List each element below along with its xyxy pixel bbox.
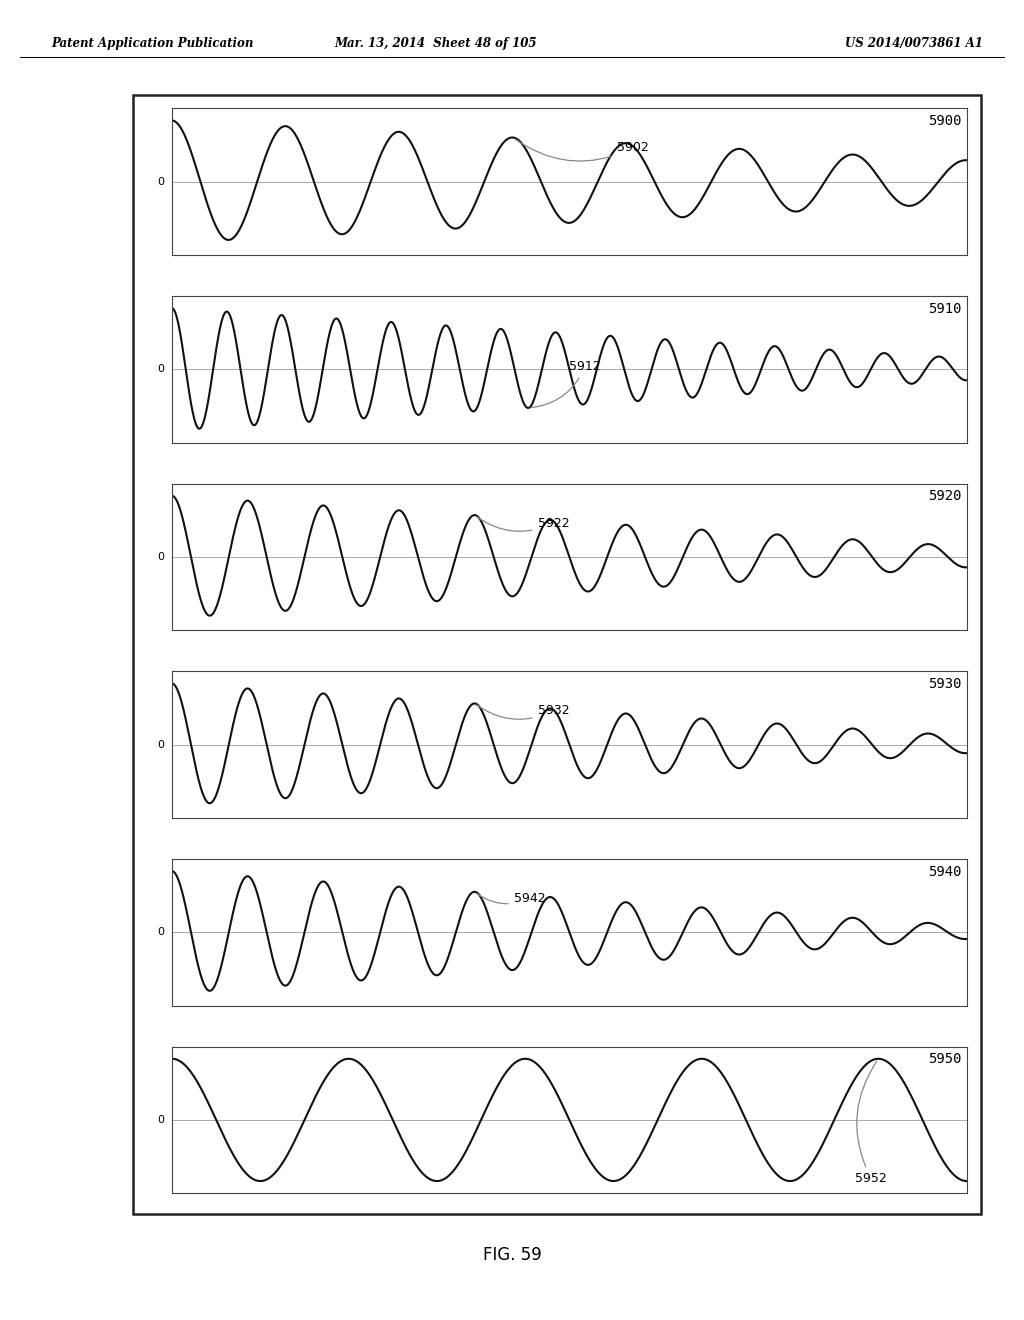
Text: 5930: 5930	[929, 677, 962, 692]
Text: 0: 0	[157, 552, 164, 562]
Text: 0: 0	[157, 364, 164, 375]
Text: Mar. 13, 2014  Sheet 48 of 105: Mar. 13, 2014 Sheet 48 of 105	[334, 37, 537, 50]
Text: Patent Application Publication: Patent Application Publication	[51, 37, 254, 50]
Text: 5952: 5952	[855, 1061, 887, 1185]
Text: FIG. 59: FIG. 59	[482, 1246, 542, 1265]
Text: 5910: 5910	[929, 302, 962, 315]
Text: 5932: 5932	[477, 705, 569, 719]
Text: 0: 0	[157, 177, 164, 186]
Text: 5920: 5920	[929, 490, 962, 503]
Text: 5902: 5902	[515, 139, 649, 161]
Text: 5900: 5900	[929, 114, 962, 128]
Text: 5940: 5940	[929, 865, 962, 879]
Text: 0: 0	[157, 927, 164, 937]
Text: 5942: 5942	[477, 892, 546, 906]
Text: 0: 0	[157, 1115, 164, 1125]
Text: 0: 0	[157, 739, 164, 750]
Text: 5912: 5912	[530, 360, 601, 408]
Text: 5922: 5922	[477, 516, 569, 532]
Text: US 2014/0073861 A1: US 2014/0073861 A1	[845, 37, 983, 50]
Text: 5950: 5950	[929, 1052, 962, 1067]
